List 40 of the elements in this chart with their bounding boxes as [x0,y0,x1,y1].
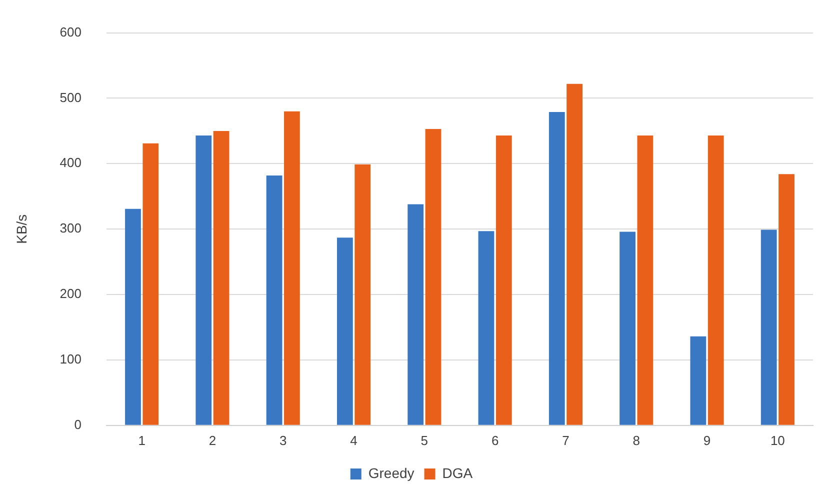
bar [425,128,442,425]
y-tick-label: 300 [60,220,82,236]
bar [548,112,565,425]
bar [142,143,159,425]
bar [336,238,353,425]
legend-label: Greedy [368,464,414,481]
x-tick-label: 9 [703,432,711,448]
bar [266,175,282,425]
x-tick-label: 2 [208,432,216,448]
bar [637,136,654,425]
legend-label: DGA [442,464,474,481]
x-tick-label: 1 [138,432,146,448]
bar [213,130,230,425]
x-tick-label: 6 [491,432,499,448]
bar [284,111,300,425]
y-tick-label: 100 [60,352,82,367]
y-tick-label: 400 [60,155,82,170]
y-tick-label: 500 [60,90,82,105]
bar [196,136,212,425]
y-axis-title: KB/s [13,214,30,244]
bar [778,174,794,425]
y-tick-label: 200 [60,286,82,302]
bar [708,136,724,425]
x-tick-label: 8 [632,432,640,448]
bar [408,204,424,425]
bar [760,230,777,425]
x-tick-label: 4 [350,432,358,448]
bar [125,208,141,425]
x-tick-label: 5 [420,432,428,448]
y-tick-label: 600 [60,24,82,40]
x-tick-label: 3 [280,432,287,448]
x-tick-label: 7 [562,432,570,448]
y-tick-label: 0 [74,416,82,432]
bar [354,164,371,425]
bar [620,232,636,425]
bar [496,136,512,425]
bar [566,84,582,425]
bar [690,336,706,425]
bar [478,231,494,425]
x-tick-label: 10 [770,432,785,448]
